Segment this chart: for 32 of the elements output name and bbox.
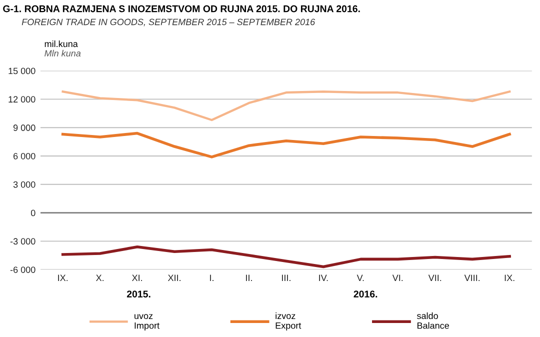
y-tick-label: 3 000 — [13, 181, 36, 188]
x-tick-label: XII. — [168, 274, 180, 282]
y-tick-label: 12 000 — [8, 96, 36, 103]
x-tick-label: IX. — [58, 274, 68, 282]
text: 2016. — [354, 290, 378, 298]
x-tick-label: VIII. — [464, 274, 480, 282]
x-tick-label: X. — [96, 274, 104, 282]
line-series — [61, 245, 511, 268]
legend-label: izvoz Export — [276, 312, 302, 331]
line-series — [62, 90, 511, 122]
x-tick-label: III. — [282, 274, 290, 282]
x-tick-label: IV. — [319, 274, 328, 282]
chart-title: G-1. ROBNA RAZMJENA S INOZEMSTVOM OD RUJNA 2015. DO RUJNA 2016. — [3, 5, 360, 12]
y-tick-label: -3 000 — [10, 238, 36, 245]
legend-label: uvoz Import — [134, 314, 160, 331]
text: 2015. — [126, 290, 150, 298]
chart-subtitle: FOREIGN TRADE IN GOODS, SEPTEMBER 2015 – SEPTEMBER 2016 — [22, 18, 316, 26]
line-series — [61, 132, 511, 158]
x-tick-label: II. — [246, 274, 252, 282]
x-tick-label: V. — [356, 274, 364, 282]
y-tick-label: 9 000 — [13, 124, 36, 131]
y-tick-label: 6 000 — [14, 152, 36, 160]
y-tick-label: -6 000 — [10, 266, 36, 273]
y-tick-label: 15 000 — [8, 68, 36, 74]
x-tick-label: VII. — [428, 274, 442, 282]
x-tick-label: IX. — [504, 274, 514, 282]
y-axis-title: mil.kuna Mln kuna — [44, 40, 81, 57]
legend-label: saldo Balance — [417, 312, 449, 329]
x-tick-label: XI. — [132, 274, 142, 282]
x-tick-label: VI. — [392, 274, 403, 282]
y-tick-label: 0 — [30, 210, 36, 216]
x-tick-label: I. — [210, 274, 214, 282]
